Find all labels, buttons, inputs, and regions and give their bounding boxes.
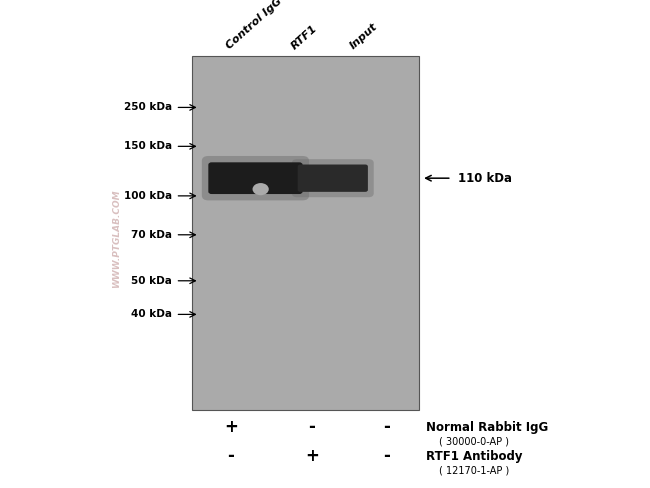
Text: 40 kDa: 40 kDa [131,309,172,319]
Text: Input: Input [348,21,379,51]
Text: 50 kDa: 50 kDa [131,276,172,286]
Text: +: + [305,447,319,465]
Text: ( 12170-1-AP ): ( 12170-1-AP ) [439,466,509,476]
Text: RTF1: RTF1 [289,23,319,51]
Bar [192,56,419,410]
FancyBboxPatch shape [298,164,368,192]
Text: -: - [309,418,315,436]
Text: Control IgG: Control IgG [224,0,284,51]
FancyBboxPatch shape [202,156,309,201]
Text: 150 kDa: 150 kDa [124,142,172,151]
Text: 100 kDa: 100 kDa [124,191,172,201]
Text: 70 kDa: 70 kDa [131,230,172,240]
Text: ( 30000-0-AP ): ( 30000-0-AP ) [439,437,509,447]
FancyBboxPatch shape [292,159,374,197]
Text: RTF1 Antibody: RTF1 Antibody [426,450,522,463]
Text: +: + [224,418,238,436]
Text: 110 kDa: 110 kDa [458,172,512,184]
Text: Normal Rabbit IgG: Normal Rabbit IgG [426,421,548,433]
Text: -: - [384,418,390,436]
Text: 250 kDa: 250 kDa [124,102,172,112]
FancyBboxPatch shape [208,163,302,194]
Text: WWW.PTGLAB.COM: WWW.PTGLAB.COM [112,190,122,288]
Ellipse shape [253,183,269,195]
Text: -: - [227,447,234,465]
Text: -: - [384,447,390,465]
